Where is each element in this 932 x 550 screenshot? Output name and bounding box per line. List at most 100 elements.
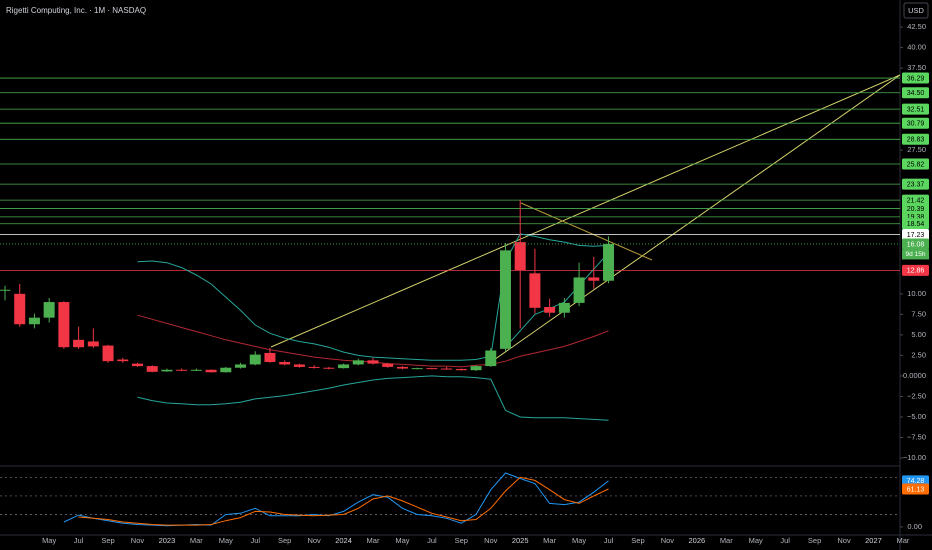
value-label: 61.13 bbox=[907, 486, 925, 493]
candle-body bbox=[28, 317, 40, 325]
value-label: 74.28 bbox=[907, 478, 925, 485]
candle-body bbox=[0, 289, 11, 291]
candle-body bbox=[131, 363, 143, 367]
price-level-label: 19.38 bbox=[907, 214, 925, 221]
price-level-label-box bbox=[902, 158, 929, 170]
candle-body bbox=[235, 364, 247, 368]
countdown: 9d 15h bbox=[906, 251, 926, 258]
x-tick-label: Jul bbox=[780, 536, 790, 545]
x-tick-label: Mar bbox=[190, 536, 203, 545]
candle-body bbox=[102, 345, 114, 362]
candle-body bbox=[176, 369, 188, 371]
y-tick-label: 37.50 bbox=[907, 63, 926, 72]
x-tick-label: Sep bbox=[278, 536, 291, 545]
candle-body bbox=[87, 341, 99, 347]
x-tick-label: Mar bbox=[367, 536, 380, 545]
price-level-label: 17.23 bbox=[907, 232, 925, 239]
x-tick-label: Sep bbox=[101, 536, 114, 545]
x-tick-label: 2027 bbox=[865, 536, 882, 545]
value-label-box bbox=[902, 483, 929, 495]
price-level-label: 34.50 bbox=[907, 90, 925, 97]
y-tick-label: −7.50 bbox=[907, 432, 926, 441]
indicator-line bbox=[63, 472, 609, 527]
indicator-line bbox=[505, 252, 609, 348]
candle-body bbox=[529, 273, 541, 308]
candle-body bbox=[293, 364, 305, 367]
price-level-label: 36.29 bbox=[907, 75, 925, 82]
x-tick-label: Mar bbox=[720, 536, 733, 545]
indicator-line bbox=[78, 476, 609, 526]
x-tick-label: Mar bbox=[543, 536, 556, 545]
price-level-label-box bbox=[902, 194, 929, 206]
y-tick-label: −10.00 bbox=[903, 453, 926, 462]
candle-body bbox=[470, 366, 482, 371]
price-level-label-box bbox=[902, 218, 929, 230]
currency-button[interactable] bbox=[903, 2, 929, 19]
price-level-label-box bbox=[902, 229, 929, 241]
candle-body bbox=[308, 366, 320, 368]
candle-body bbox=[220, 367, 232, 373]
last-price-box bbox=[902, 238, 929, 250]
candle-body bbox=[190, 369, 202, 371]
chart-title: Rigetti Computing, Inc. · 1M · NASDAQ bbox=[6, 6, 146, 15]
y-tick-label: 27.50 bbox=[907, 145, 926, 154]
price-level-label-box bbox=[902, 72, 929, 84]
x-tick-label: Nov bbox=[307, 536, 321, 545]
y-tick-label: 0.00 bbox=[907, 522, 922, 531]
price-level-label-box bbox=[902, 103, 929, 115]
candle-body bbox=[441, 368, 453, 370]
price-level-label: 28.83 bbox=[907, 137, 925, 144]
x-tick-label: Jul bbox=[604, 536, 614, 545]
price-level-label: 25.82 bbox=[907, 161, 925, 168]
y-tick-label: 40.00 bbox=[907, 43, 926, 52]
x-tick-label: May bbox=[219, 536, 233, 545]
price-level-label: 12.86 bbox=[907, 268, 925, 275]
y-tick-label: −5.00 bbox=[907, 412, 926, 421]
price-level-label-box bbox=[902, 264, 929, 276]
x-tick-label: May bbox=[749, 536, 763, 545]
price-level-label: 21.42 bbox=[907, 197, 925, 204]
trend-line bbox=[520, 202, 653, 261]
x-tick-label: May bbox=[572, 536, 586, 545]
candle-body bbox=[73, 339, 85, 348]
candle-body bbox=[58, 302, 70, 348]
candle-body bbox=[603, 243, 615, 281]
y-tick-label: 5.00 bbox=[911, 330, 926, 339]
candle-body bbox=[382, 363, 394, 367]
x-tick-label: 2023 bbox=[159, 536, 176, 545]
candle-body bbox=[146, 366, 158, 372]
candle-body bbox=[588, 277, 600, 281]
x-tick-label: Mar bbox=[896, 536, 909, 545]
currency[interactable]: USD bbox=[908, 6, 924, 15]
x-tick-label: Jul bbox=[250, 536, 260, 545]
x-tick-label: Sep bbox=[631, 536, 644, 545]
candle-body bbox=[161, 369, 173, 372]
candle-body bbox=[352, 360, 364, 365]
price-level-label-box bbox=[902, 178, 929, 190]
candle-body bbox=[558, 302, 570, 313]
candle-body bbox=[279, 361, 291, 365]
price-level-label: 23.37 bbox=[907, 181, 925, 188]
indicator-line bbox=[137, 375, 609, 421]
candle-body bbox=[426, 368, 438, 370]
candle-body bbox=[573, 277, 585, 303]
candle-body bbox=[367, 360, 379, 364]
candle-body bbox=[499, 250, 511, 349]
x-tick-label: Sep bbox=[455, 536, 468, 545]
price-level-label-box bbox=[902, 203, 929, 215]
candle-body bbox=[205, 369, 217, 373]
candle-body bbox=[485, 350, 497, 367]
y-tick-label: 10.00 bbox=[907, 289, 926, 298]
candle-body bbox=[514, 242, 526, 271]
price-level-label: 20.39 bbox=[907, 206, 925, 213]
y-tick-label: 2.50 bbox=[911, 350, 926, 359]
x-tick-label: 2025 bbox=[512, 536, 529, 545]
price-level-label-box bbox=[902, 117, 929, 129]
candle-body bbox=[396, 366, 408, 369]
x-tick-label: 2026 bbox=[688, 536, 705, 545]
y-tick-label: 42.50 bbox=[907, 22, 926, 31]
y-tick-label: −2.50 bbox=[907, 391, 926, 400]
candle-body bbox=[338, 364, 350, 369]
y-tick-label: 7.50 bbox=[911, 309, 926, 318]
